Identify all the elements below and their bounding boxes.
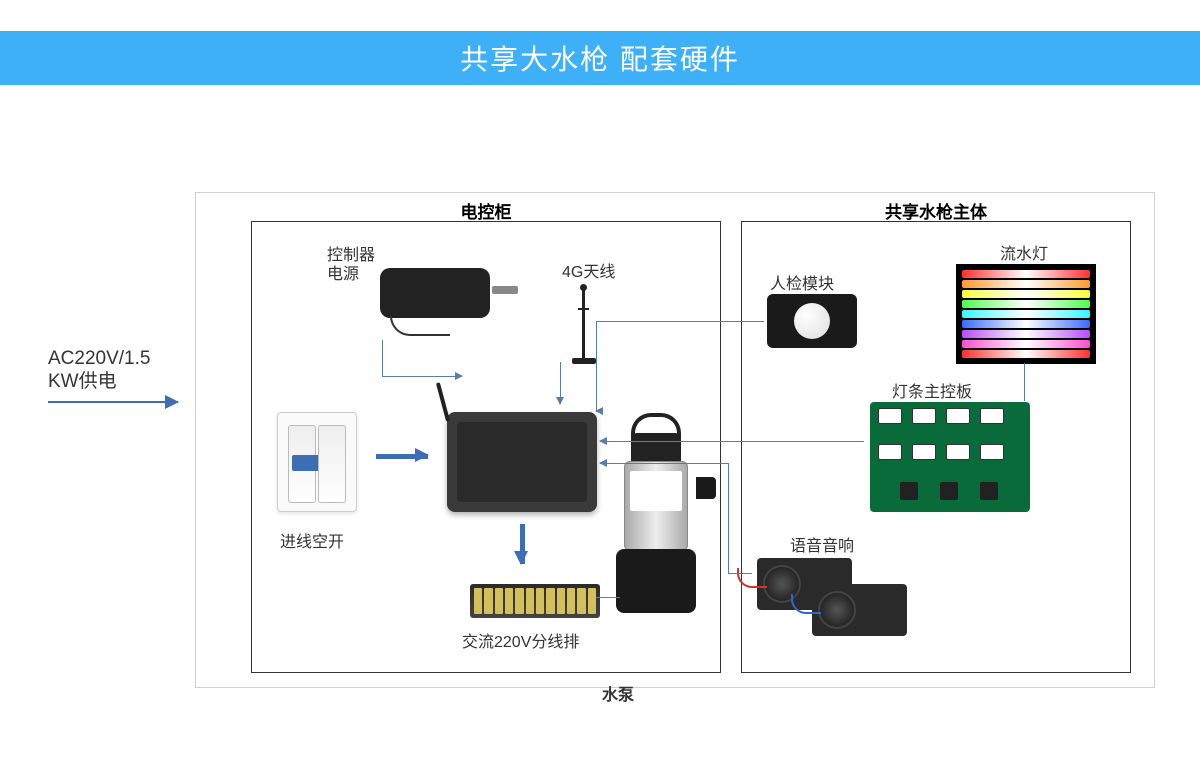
title-banner: 共享大水枪 配套硬件 xyxy=(0,31,1200,85)
pcb-icon xyxy=(870,402,1030,512)
led-icon xyxy=(956,264,1096,364)
antenna-node xyxy=(582,288,585,358)
psu-icon xyxy=(380,268,490,318)
psu-label: 控制器 电源 xyxy=(327,246,375,284)
controller-node xyxy=(447,412,597,512)
pir-to-ctrl-h xyxy=(596,321,764,322)
led-to-ctrl-line xyxy=(1024,363,1025,401)
speaker-label: 语音音响 xyxy=(790,532,854,556)
speaker-icon xyxy=(757,558,917,638)
diagram-frame: 电控柜 控制器 电源 4G天线 进线空开 交流220V分线排 xyxy=(195,192,1155,688)
pir-to-ctrl-end xyxy=(596,411,597,412)
controller-icon xyxy=(447,412,597,512)
terminal-label: 交流220V分线排 xyxy=(462,628,579,652)
terminal-node xyxy=(470,584,600,618)
speaker-node xyxy=(757,558,917,638)
psu-node xyxy=(380,268,490,318)
pir-to-ctrl-v xyxy=(596,321,597,411)
ledctrl-line xyxy=(600,441,864,442)
antenna-line xyxy=(560,362,561,404)
power-arrow xyxy=(48,401,178,403)
title-text: 共享大水枪 配套硬件 xyxy=(460,38,740,78)
led-label: 流水灯 xyxy=(1000,240,1048,264)
pir-node xyxy=(767,294,857,348)
spk-line-v xyxy=(728,463,729,573)
antenna-label: 4G天线 xyxy=(562,258,615,282)
ledctrl-label: 灯条主控板 xyxy=(892,378,972,402)
terminal-icon xyxy=(470,584,600,618)
pir-label: 人检模块 xyxy=(770,270,834,294)
ctrl-to-terminal-arrow xyxy=(520,524,525,564)
psu-line-v xyxy=(382,340,383,376)
antenna-icon xyxy=(582,288,585,358)
spk-line-h2 xyxy=(728,573,752,574)
breaker-label: 进线空开 xyxy=(280,528,344,552)
body-box: 共享水枪主体 人检模块 流水灯 灯条主控板 语 xyxy=(741,221,1131,673)
breaker-to-ctrl-arrow xyxy=(376,454,428,459)
power-input-label: AC220V/1.5 KW供电 xyxy=(48,348,150,394)
body-title: 共享水枪主体 xyxy=(742,198,1130,223)
led-node xyxy=(956,264,1096,364)
pump-icon xyxy=(616,433,696,613)
cabinet-title: 电控柜 xyxy=(252,198,720,223)
breaker-node xyxy=(277,412,357,512)
breaker-icon xyxy=(277,412,357,512)
pir-icon xyxy=(767,294,857,348)
psu-line-h xyxy=(382,376,462,377)
pump-label-text: 水泵 xyxy=(602,681,634,705)
ledctrl-node xyxy=(870,402,1030,512)
spk-line-h xyxy=(600,463,728,464)
pump-node xyxy=(616,433,696,613)
term-pump-line xyxy=(596,597,620,598)
